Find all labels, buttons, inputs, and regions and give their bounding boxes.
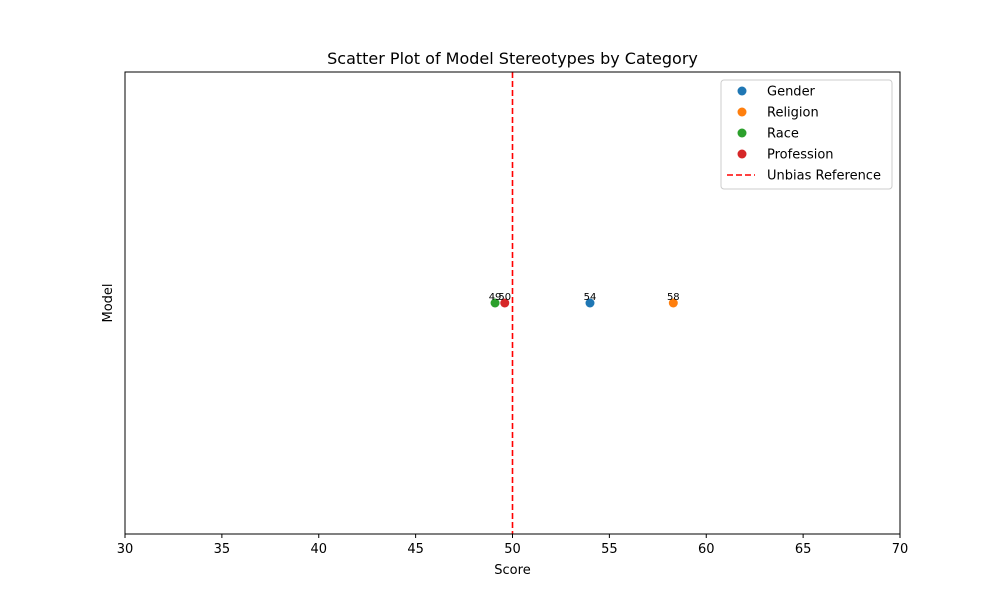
data-label-religion: 58 [667,292,680,303]
data-point-gender [585,298,595,308]
x-tick-label: 30 [117,542,134,557]
legend-label-race: Race [767,127,799,142]
y-axis-label: Model [101,283,116,322]
x-tick-label: 65 [795,542,812,557]
legend-marker-profession [737,149,747,159]
data-point-religion [668,298,678,308]
legend-label-profession: Profession [767,148,834,163]
x-tick-label: 50 [504,542,521,557]
data-label-profession: 50 [498,292,511,303]
legend-label-gender: Gender [767,85,816,100]
legend-label-religion: Religion [767,106,819,121]
legend-label-reference: Unbias Reference [767,169,881,184]
x-axis-label: Score [494,563,530,578]
x-tick-label: 40 [310,542,327,557]
legend-box [720,79,893,190]
x-tick-label: 45 [407,542,424,557]
x-tick-label: 60 [698,542,715,557]
data-label-race: 49 [489,292,502,303]
data-label-gender: 54 [584,292,597,303]
legend-marker-religion [737,107,747,117]
legend-marker-gender [737,86,747,96]
chart-title: Scatter Plot of Model Stereotypes by Cat… [327,49,698,68]
x-tick-label: 55 [601,542,618,557]
data-point-race [490,298,500,308]
legend-marker-race [737,128,747,138]
legend: Gender Religion Race Profession Unbias Refer… [720,79,893,190]
x-tick-label: 35 [214,542,231,557]
x-tick-label: 70 [892,542,909,557]
data-point-profession [500,298,510,308]
